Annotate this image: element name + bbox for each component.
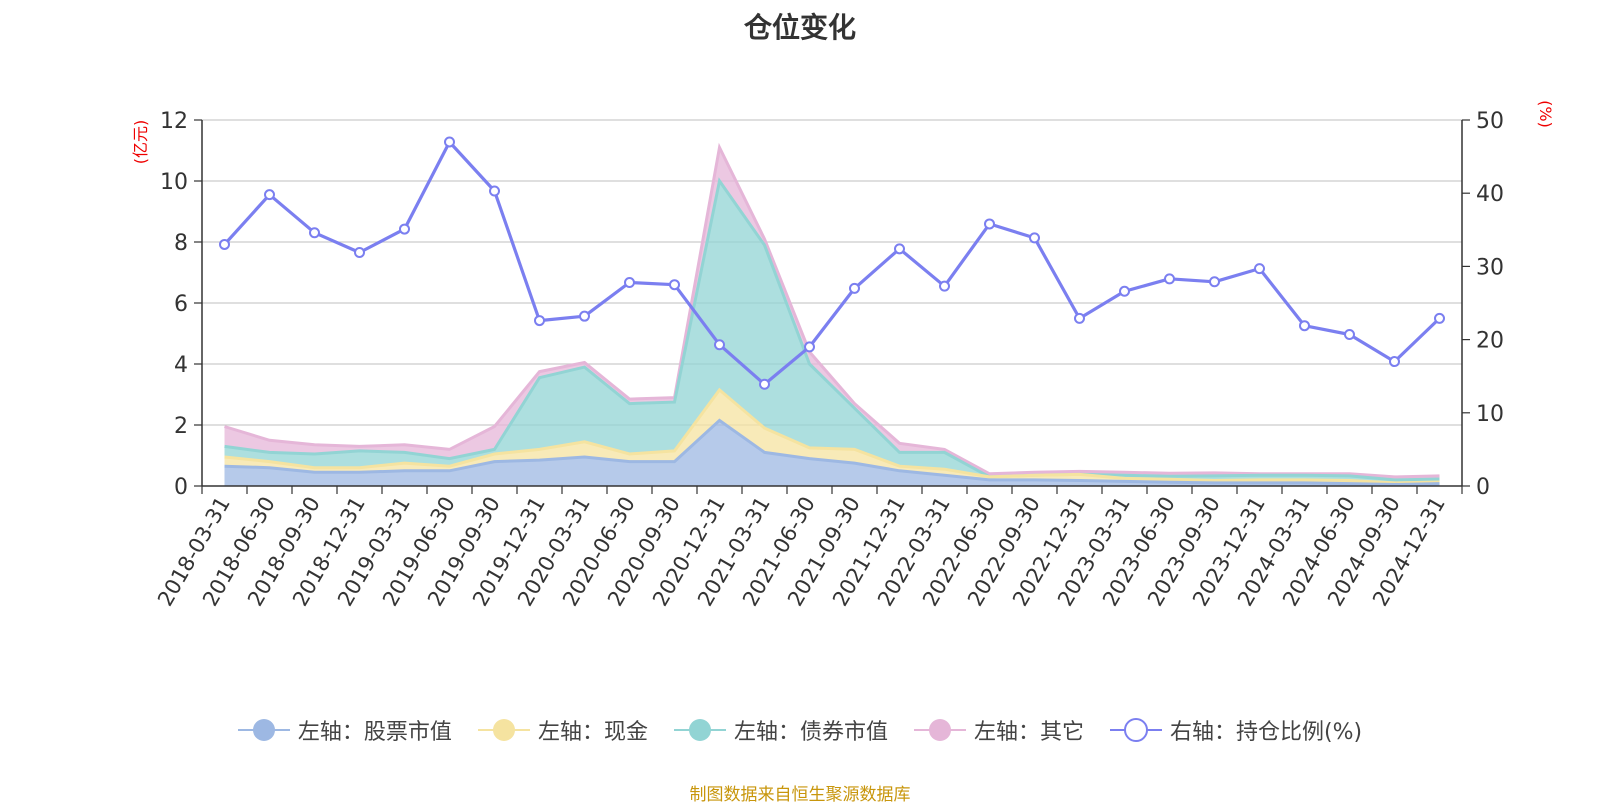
left-axis-tick-label: 12 — [160, 109, 188, 134]
legend-area-marker-icon — [477, 719, 530, 741]
ratio-point — [1434, 312, 1445, 324]
ratio-point — [1389, 356, 1400, 368]
legend-label: 左轴：其它 — [973, 720, 1084, 745]
ratio-point — [264, 189, 275, 201]
source-note: 制图数据来自恒生聚源数据库 — [689, 785, 911, 805]
ratio-point — [849, 282, 860, 294]
right-axis-tick-label: 50 — [1476, 109, 1504, 134]
area-series-2 — [224, 181, 1440, 483]
ratio-point — [579, 310, 590, 322]
left-axis-tick-label: 8 — [174, 231, 188, 256]
legend-area-marker-icon — [673, 719, 726, 741]
left-axis-tick-label: 10 — [160, 170, 188, 195]
left-axis-tick-label: 2 — [174, 414, 188, 439]
ratio-point — [939, 280, 950, 292]
right-axis-unit: (%) — [1536, 100, 1555, 128]
ratio-point — [1119, 285, 1130, 297]
chart-title: 仓位变化 — [743, 11, 856, 44]
area-series-edge-2 — [224, 177, 1440, 482]
ratio-point — [309, 227, 320, 239]
ratio-point — [1209, 276, 1220, 288]
legend-line-marker-icon — [1109, 718, 1162, 742]
legend-item[interactable]: 左轴：其它 — [913, 714, 1084, 746]
legend-area-marker-icon — [913, 719, 966, 741]
legend-label: 左轴：债券市值 — [733, 720, 888, 745]
legend-item[interactable]: 左轴：现金 — [477, 714, 648, 746]
left-axis-tick-label: 6 — [174, 292, 188, 317]
ratio-point — [1029, 232, 1040, 244]
right-axis-tick-label: 10 — [1476, 402, 1504, 427]
right-axis-tick-label: 0 — [1476, 475, 1490, 500]
ratio-point — [1164, 273, 1175, 285]
area-series-edge-1 — [224, 387, 1440, 485]
area-series-edge-0 — [224, 418, 1440, 487]
ratio-point — [534, 315, 545, 327]
ratio-point — [1344, 328, 1355, 340]
legend-label: 左轴：现金 — [537, 720, 648, 745]
left-axis-unit: (亿元) — [131, 120, 150, 165]
ratio-point — [444, 136, 455, 148]
left-axis-tick-label: 0 — [174, 475, 188, 500]
ratio-point — [1299, 320, 1310, 332]
ratio-point — [489, 185, 500, 197]
ratio-point — [669, 279, 680, 291]
right-axis-tick-label: 20 — [1476, 329, 1504, 354]
legend: 左轴：股票市值 左轴：现金 左轴：债券市值 左轴：其它 右轴：持仓比例(%) — [0, 710, 1600, 750]
axes: 024681012010203040502018-03-312018-06-30… — [153, 109, 1504, 610]
ratio-point — [714, 339, 725, 351]
ratio-point — [219, 238, 230, 250]
ratio-line — [223, 140, 1441, 386]
legend-item[interactable]: 右轴：持仓比例(%) — [1109, 714, 1363, 746]
legend-label: 左轴：股票市值 — [297, 720, 452, 745]
ratio-point — [399, 223, 410, 235]
ratio-point — [984, 218, 995, 230]
ratio-point — [624, 277, 635, 289]
legend-label: 右轴：持仓比例(%) — [1169, 720, 1363, 745]
ratio-point — [1254, 263, 1265, 275]
stacked-areas — [224, 142, 1440, 487]
ratio-point — [1074, 312, 1085, 324]
grid-lines — [202, 119, 1462, 426]
right-axis-tick-label: 40 — [1476, 182, 1504, 207]
legend-area-marker-icon — [237, 719, 290, 741]
ratio-point — [354, 246, 365, 258]
right-axis-tick-label: 30 — [1476, 255, 1504, 280]
left-axis-tick-label: 4 — [174, 353, 188, 378]
area-series-edge-3 — [224, 142, 1440, 479]
ratio-point — [894, 243, 905, 255]
area-series-0 — [224, 420, 1440, 486]
ratio-point — [759, 378, 770, 390]
legend-item[interactable]: 左轴：债券市值 — [673, 714, 888, 746]
legend-item[interactable]: 左轴：股票市值 — [237, 714, 452, 746]
ratio-point — [804, 341, 815, 353]
ratio-line-layer — [219, 136, 1445, 390]
